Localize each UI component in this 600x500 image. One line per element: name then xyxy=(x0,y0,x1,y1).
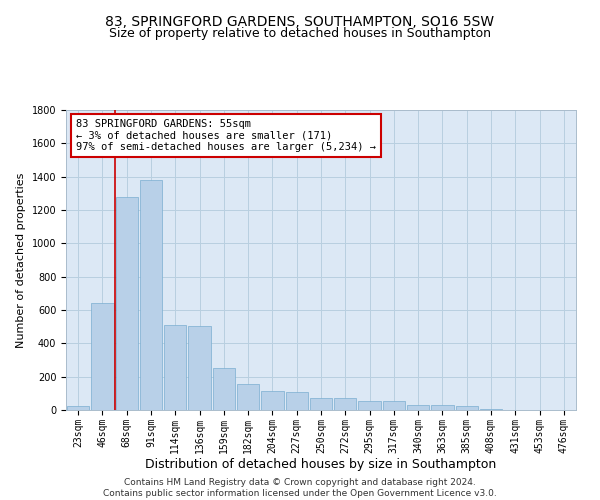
Text: Contains HM Land Registry data © Crown copyright and database right 2024.
Contai: Contains HM Land Registry data © Crown c… xyxy=(103,478,497,498)
Bar xyxy=(286,392,308,410)
Bar xyxy=(116,196,138,410)
Bar xyxy=(334,398,356,410)
Bar xyxy=(164,325,187,410)
Bar xyxy=(237,384,259,410)
Bar xyxy=(480,409,502,410)
Bar xyxy=(383,401,405,410)
Bar xyxy=(67,406,89,410)
Text: 83 SPRINGFORD GARDENS: 55sqm
← 3% of detached houses are smaller (171)
97% of se: 83 SPRINGFORD GARDENS: 55sqm ← 3% of det… xyxy=(76,119,376,152)
Text: 83, SPRINGFORD GARDENS, SOUTHAMPTON, SO16 5SW: 83, SPRINGFORD GARDENS, SOUTHAMPTON, SO1… xyxy=(106,15,494,29)
Y-axis label: Number of detached properties: Number of detached properties xyxy=(16,172,26,348)
Bar xyxy=(188,326,211,410)
Bar xyxy=(310,398,332,410)
X-axis label: Distribution of detached houses by size in Southampton: Distribution of detached houses by size … xyxy=(145,458,497,471)
Bar xyxy=(91,304,113,410)
Bar xyxy=(407,405,430,410)
Bar xyxy=(455,406,478,410)
Text: Size of property relative to detached houses in Southampton: Size of property relative to detached ho… xyxy=(109,28,491,40)
Bar xyxy=(261,391,284,410)
Bar xyxy=(212,368,235,410)
Bar xyxy=(140,180,162,410)
Bar xyxy=(431,405,454,410)
Bar xyxy=(358,401,381,410)
